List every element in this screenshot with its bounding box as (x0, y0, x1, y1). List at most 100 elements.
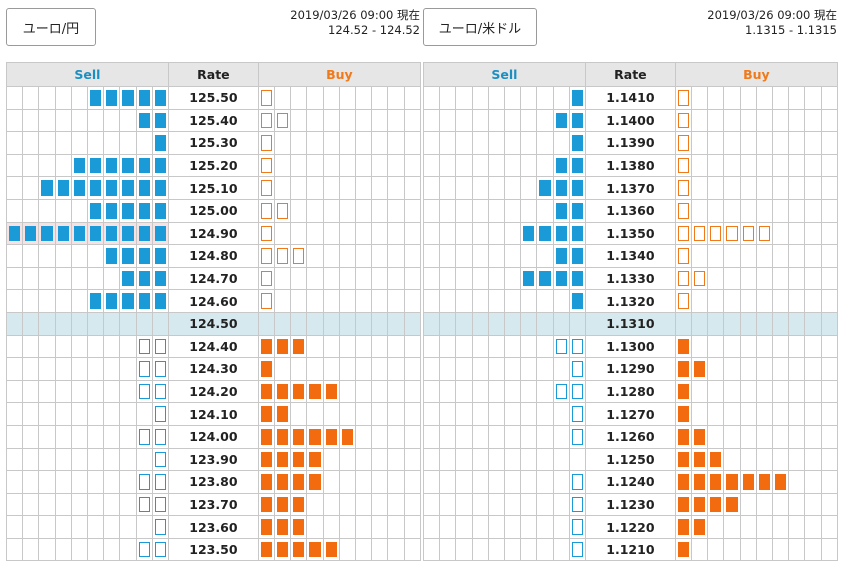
buy-cell (739, 198, 757, 223)
buy-cell (371, 334, 389, 359)
buy-cell (788, 289, 806, 313)
sell-cell (151, 311, 169, 336)
buy-cell (707, 244, 725, 268)
buy-order-block (726, 496, 738, 513)
sell-cell (151, 334, 169, 359)
buy-order-block (260, 135, 273, 151)
buy-cell (723, 198, 741, 223)
buy-cell (355, 244, 373, 268)
sell-cell (455, 424, 473, 449)
buy-cell (739, 334, 757, 359)
sell-cell (135, 266, 153, 291)
sell-cell (536, 357, 554, 381)
sell-cell (471, 198, 489, 223)
sell-cell (422, 537, 441, 562)
sell-cell (119, 334, 137, 359)
sell-cell (54, 537, 72, 562)
sell-cell (536, 153, 554, 178)
sell-cell (5, 289, 24, 313)
sell-cell (422, 357, 441, 381)
sell-cell (520, 244, 538, 268)
buy-cell (788, 424, 806, 449)
sell-cell (70, 221, 88, 246)
rate-value: 123.60 (167, 515, 259, 539)
buy-cell (772, 153, 790, 178)
buy-cell (707, 266, 725, 291)
buy-cell (804, 266, 822, 291)
table-row: 1.1280 (422, 379, 838, 404)
sell-order-block (122, 202, 134, 219)
rate-value: 125.40 (167, 108, 259, 133)
table-row: 124.00 (5, 424, 421, 449)
sell-cell (22, 357, 40, 381)
sell-cell (439, 447, 457, 472)
buy-cell (788, 131, 806, 155)
sell-cell (520, 266, 538, 291)
sell-cell (439, 424, 457, 449)
sell-cell (70, 153, 88, 178)
sell-order-block (154, 451, 166, 468)
buy-cell (371, 424, 389, 449)
sell-cell (5, 537, 24, 562)
buy-cell (387, 515, 405, 539)
sell-cell (5, 86, 24, 110)
sell-cell (70, 244, 88, 268)
buy-cell (691, 447, 709, 472)
buy-cell (322, 244, 340, 268)
sell-cell (151, 424, 169, 449)
buy-cell (290, 266, 308, 291)
buy-cell (306, 402, 324, 426)
rate-value: 123.50 (167, 537, 259, 562)
buy-order-block (758, 474, 771, 490)
buy-cell (691, 334, 709, 359)
sell-cell (455, 198, 473, 223)
sell-cell (86, 289, 105, 313)
table-row: 1.1380 (422, 153, 838, 178)
sell-cell (22, 470, 40, 494)
rate-value: 1.1320 (584, 289, 676, 313)
sell-cell (135, 176, 153, 200)
sell-cell (439, 131, 457, 155)
sell-cell (70, 289, 88, 313)
sell-cell (22, 221, 40, 246)
sell-cell (503, 289, 522, 313)
sell-cell (520, 176, 538, 200)
buy-cell (403, 537, 421, 562)
buy-order-block (260, 451, 273, 468)
buy-cell (257, 221, 276, 246)
buy-order-block (726, 474, 738, 490)
sell-order-block (571, 474, 583, 490)
sell-cell (86, 402, 105, 426)
sell-cell (54, 198, 72, 223)
sell-cell (487, 492, 505, 517)
sell-order-block (138, 361, 150, 377)
buy-order-block (677, 428, 690, 445)
rate-value: 124.20 (167, 379, 259, 404)
buy-cell (772, 379, 790, 404)
sell-cell (103, 311, 121, 336)
buy-cell (403, 153, 421, 178)
sell-cell (22, 176, 40, 200)
sell-cell (487, 515, 505, 539)
table-row: 125.20 (5, 153, 421, 178)
currency-pair-button[interactable]: ユーロ/米ドル (423, 8, 537, 46)
buy-cell (306, 266, 324, 291)
sell-order-block (154, 112, 166, 129)
sell-cell (422, 266, 441, 291)
buy-cell (322, 108, 340, 133)
buy-cell (257, 311, 276, 336)
table-row: 123.70 (5, 492, 421, 517)
buy-cell (338, 357, 357, 381)
buy-cell (820, 492, 838, 517)
currency-pair-button[interactable]: ユーロ/円 (6, 8, 96, 46)
sell-cell (38, 402, 56, 426)
buy-order-block (694, 474, 706, 490)
sell-order-block (523, 225, 535, 242)
buy-cell (257, 289, 276, 313)
buy-cell (403, 311, 421, 336)
buy-cell (674, 131, 693, 155)
panel-eur-jpy: ユーロ/円 2019/03/26 09:00 現在 124.52 - 124.5… (5, 0, 421, 588)
buy-cell (274, 402, 292, 426)
buy-cell (322, 537, 340, 562)
buy-cell (691, 311, 709, 336)
